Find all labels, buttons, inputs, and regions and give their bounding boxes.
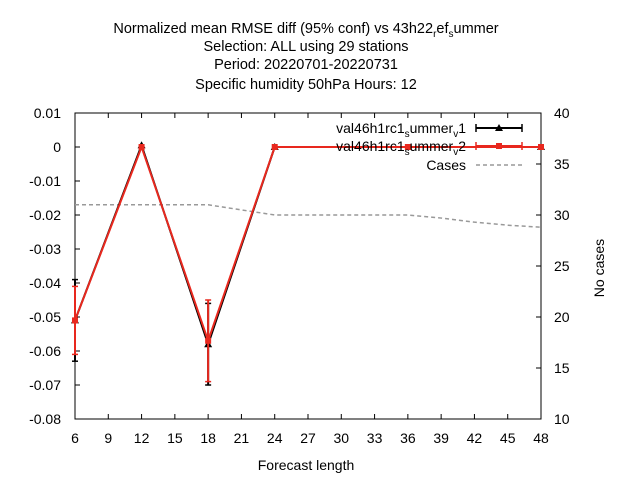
x-tick-label-36: 36 (400, 430, 416, 446)
x-tick-label-15: 15 (167, 430, 183, 446)
y-tick-label-3: -0.02 (29, 207, 61, 223)
legend-swatch-series-2 (475, 142, 523, 150)
title-line-2: Selection: ALL using 29 stations (203, 39, 408, 55)
y-axis: 0.01 0 -0.01 -0.02 -0.03 -0.04 -0.05 -0.06 -0.07… (29, 105, 80, 427)
y2-axis: 40 35 30 25 20 15 10 (536, 105, 570, 427)
x-tick-label-24: 24 (267, 430, 283, 446)
y2-tick-label-10: 10 (554, 411, 570, 427)
chart-title: Normalized mean RMSE diff (95% conf) vs … (113, 21, 498, 93)
x-axis-label: Forecast length (258, 457, 355, 473)
y-tick-label-5: -0.04 (29, 275, 61, 291)
y2-tick-label-35: 35 (554, 156, 570, 172)
title-line-4: Specific humidity 50hPa Hours: 12 (195, 77, 417, 93)
series-1 (71, 141, 545, 386)
y2-tick-label-15: 15 (554, 360, 570, 376)
series-2 (72, 144, 544, 383)
y-tick-label-2: -0.01 (29, 173, 61, 189)
x-tick-label-21: 21 (234, 430, 250, 446)
x-tick-label-6: 6 (71, 430, 79, 446)
y-tick-label-8: -0.07 (29, 377, 61, 393)
y2-tick-label-40: 40 (554, 105, 570, 121)
y-tick-label-9: -0.08 (29, 411, 61, 427)
legend-label-series-1: val46h1rc1summerv1 (336, 120, 466, 140)
legend-label-cases: Cases (426, 157, 466, 173)
point-series-2-2 (205, 337, 212, 344)
y2-axis-label: No cases (591, 239, 607, 297)
y-tick-label-6: -0.05 (29, 309, 61, 325)
series-2-line (74, 144, 541, 344)
series-cases-line (75, 204, 542, 228)
y2-tick-label-30: 30 (554, 207, 570, 223)
legend-swatch-series-1 (475, 124, 523, 132)
y-tick-label-0: 0.01 (34, 105, 61, 121)
point-series-2-5 (538, 144, 544, 150)
legend-label-series-2: val46h1rc1summerv2 (336, 138, 466, 158)
legend-swatch-marker-2 (496, 143, 502, 149)
point-series-2-0 (72, 317, 78, 324)
y-tick-label-4: -0.03 (29, 241, 61, 257)
y-tick-label-1: 0 (53, 139, 61, 155)
y2-tick-label-25: 25 (554, 258, 570, 274)
x-tick-label-27: 27 (300, 430, 316, 446)
title-line-3: Period: 20220701-20220731 (214, 57, 398, 73)
legend-swatch-marker-1 (495, 124, 503, 131)
point-series-2-3 (271, 144, 278, 150)
x-tick-label-12: 12 (134, 430, 150, 446)
x-tick-label-9: 9 (104, 430, 112, 446)
point-series-2-4 (404, 144, 411, 150)
x-tick-label-39: 39 (433, 430, 449, 446)
x-tick-label-45: 45 (500, 430, 516, 446)
point-series-2-1 (138, 144, 145, 150)
x-axis: 6 9 12 15 18 21 24 27 30 33 36 39 42 45 48 (71, 113, 549, 446)
x-tick-label-42: 42 (467, 430, 483, 446)
x-tick-label-18: 18 (200, 430, 216, 446)
x-tick-label-48: 48 (533, 430, 549, 446)
series-1-line (74, 142, 541, 348)
x-tick-label-33: 33 (367, 430, 383, 446)
series-layer (71, 141, 545, 386)
title-line-1: Normalized mean RMSE diff (95% conf) vs … (113, 21, 498, 40)
x-tick-label-30: 30 (333, 430, 349, 446)
y2-tick-label-20: 20 (554, 309, 570, 325)
y-tick-label-7: -0.06 (29, 343, 61, 359)
legend: val46h1rc1summerv1 val46h1rc1summerv2 Ca… (336, 120, 523, 173)
